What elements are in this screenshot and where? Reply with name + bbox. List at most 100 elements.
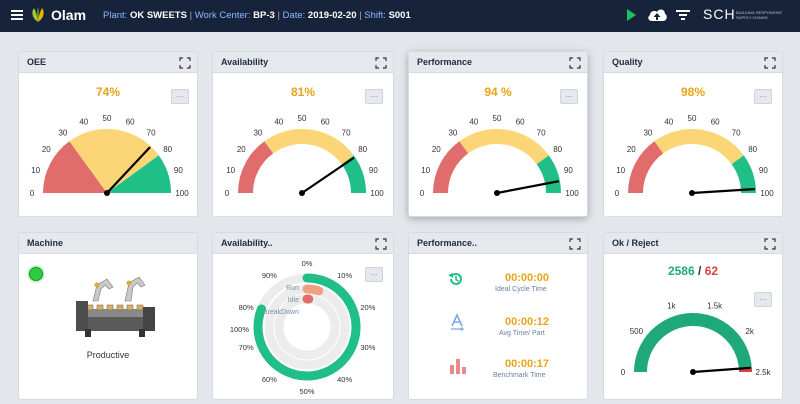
avg-time-per-part-value: 00:00:12 xyxy=(505,316,550,328)
expand-icon[interactable] xyxy=(375,237,387,250)
shift-label: Shift: xyxy=(364,10,386,21)
gauge-tick-label: 80 xyxy=(358,145,367,154)
more-options-button[interactable]: ... xyxy=(754,292,772,307)
ideal-cycle-time-label: Ideal Cycle Time xyxy=(495,286,547,293)
date-label: Date: xyxy=(282,10,306,21)
gauge-tick-label: 30 xyxy=(448,128,457,137)
availability-card: Availability 81% ... 0 10 20 30 40 50 60 70 80 90… xyxy=(212,51,394,217)
gauge-tick-label: 70 xyxy=(732,128,741,137)
gauge-tick-label: 10 xyxy=(226,166,235,175)
menu-icon[interactable] xyxy=(11,9,23,21)
cloud-upload-icon[interactable] xyxy=(647,7,667,23)
count-separator: / xyxy=(698,264,702,278)
radial-tick-label: 40% xyxy=(337,375,352,384)
machine-status: Productive xyxy=(86,350,130,360)
gauge-hub xyxy=(299,190,305,196)
gauge-tick-label: 1k xyxy=(667,301,676,310)
work-center-label: Work Center: xyxy=(194,10,251,21)
expand-icon[interactable] xyxy=(569,56,581,69)
card-header xyxy=(213,52,393,73)
more-options-button[interactable]: ... xyxy=(171,89,189,104)
quality-value: 98% xyxy=(680,85,706,99)
gauge-tick-label: 10 xyxy=(616,166,625,175)
oee-gauge: 0 10 20 30 40 50 60 70 80 90 100 xyxy=(30,114,189,198)
card-header xyxy=(213,233,393,254)
expand-icon[interactable] xyxy=(569,237,581,250)
more-options-button[interactable]: ... xyxy=(365,89,383,104)
gauge-band xyxy=(264,129,354,165)
sch-logo: SCH BUILDING RESPONSIVE SUPPLY CHAINS xyxy=(703,4,793,28)
card-header xyxy=(409,233,587,254)
play-icon[interactable] xyxy=(626,9,636,21)
shift-value: S001 xyxy=(388,10,411,21)
more-options-button[interactable]: ... xyxy=(560,89,578,104)
card-title: Performance xyxy=(417,57,473,67)
gauge-tick-label: 40 xyxy=(79,118,88,127)
gauge-needle xyxy=(495,180,560,195)
benchmark-time-label: Benchmark Time xyxy=(493,372,546,379)
status-light xyxy=(29,267,43,281)
availability-value: 81% xyxy=(290,85,316,99)
gauge-tick-label: 30 xyxy=(58,128,67,137)
card-title: Performance.. xyxy=(417,238,478,248)
gauge-tick-label: 0 xyxy=(621,368,626,377)
gauge-needle xyxy=(300,157,355,195)
expand-icon[interactable] xyxy=(764,237,776,250)
gauge-tick-label: 80 xyxy=(748,145,757,154)
quality-gauge: 0 10 20 30 40 50 60 70 80 90 100 xyxy=(615,114,774,198)
gauge-tick-label: 0 xyxy=(420,189,425,198)
gauge-tick-label: 60 xyxy=(711,118,720,127)
gauge-tick-label: 0 xyxy=(30,189,35,198)
radial-tick-label: 50% xyxy=(299,387,314,396)
gauge-tick-label: 20 xyxy=(627,145,636,154)
gauge-tick-label: 40 xyxy=(469,118,478,127)
oee-card: OEE 74% ... 0 10 20 30 40 50 60 70 80 90 100 xyxy=(18,51,198,217)
top-bar: Olam Plant: OK SWEETS | Work Center: BP-… xyxy=(0,0,800,32)
card-title: OEE xyxy=(27,57,47,67)
expand-icon[interactable] xyxy=(179,56,191,69)
separator: | xyxy=(359,10,362,21)
radial-tick-label: 10% xyxy=(337,271,352,280)
gauge-tick-label: 20 xyxy=(42,145,51,154)
gauge-tick-label: 50 xyxy=(688,114,697,123)
radial-tick-label: 70% xyxy=(239,343,254,352)
plant-value: OK SWEETS xyxy=(129,10,187,21)
gauge-tick-label: 70 xyxy=(147,128,156,137)
gauge-tick-label: 90 xyxy=(564,166,573,175)
gauge-tick-label: 10 xyxy=(31,166,40,175)
radial-legend-label: BreakDown xyxy=(263,309,299,316)
gauge-hub xyxy=(104,190,110,196)
work-center-value: BP-3 xyxy=(253,10,275,21)
expand-icon[interactable] xyxy=(375,56,387,69)
sch-tagline: BUILDING RESPONSIVE SUPPLY CHAINS xyxy=(736,10,783,20)
gauge-tick-label: 2.5k xyxy=(755,368,771,377)
filter-icon[interactable] xyxy=(676,9,690,21)
radial-legend-label: Idle xyxy=(288,297,299,304)
gauge-band xyxy=(43,141,107,193)
performance-times-card: Performance.. 00:00:00 Ideal Cycle Time … xyxy=(408,232,588,400)
gauge-tick-label: 0 xyxy=(225,189,230,198)
sch-logo-text: SCH xyxy=(703,6,736,22)
performance-value: 94 % xyxy=(484,85,512,99)
gauge-tick-label: 2k xyxy=(745,327,754,336)
gauge-tick-label: 10 xyxy=(421,166,430,175)
card-title: Availability xyxy=(221,57,269,67)
gauge-tick-label: 0 xyxy=(615,189,620,198)
gauge-band xyxy=(341,155,366,193)
expand-icon[interactable] xyxy=(764,56,776,69)
gauge-tick-label: 50 xyxy=(493,114,502,123)
ring-track xyxy=(274,294,340,360)
gauge-tick-label: 100 xyxy=(370,189,384,198)
app-name: Olam xyxy=(51,7,87,23)
radial-legend-label: Run xyxy=(286,285,299,292)
more-options-button[interactable]: ... xyxy=(365,267,383,282)
ok-reject-counts: 2586 / 62 xyxy=(604,264,782,278)
gauge-tick-label: 30 xyxy=(643,128,652,137)
card-header xyxy=(604,52,782,73)
more-options-button[interactable]: ... xyxy=(754,89,772,104)
gauge-tick-label: 40 xyxy=(664,118,673,127)
separator: | xyxy=(189,10,193,21)
card-title: Availability.. xyxy=(221,238,273,248)
run-ring xyxy=(253,273,361,381)
benchmark-time-value: 00:00:17 xyxy=(505,358,550,370)
